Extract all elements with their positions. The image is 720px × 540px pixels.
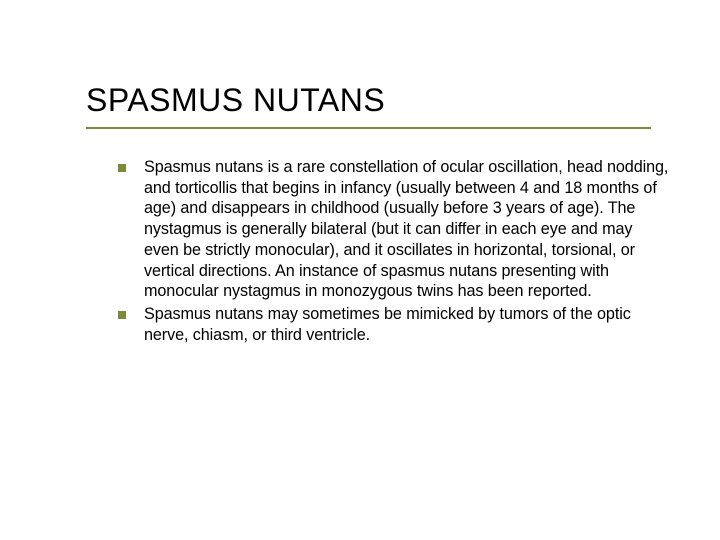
slide-container: SPASMUS NUTANS Spasmus nutans is a rare … bbox=[0, 0, 720, 540]
slide-title: SPASMUS NUTANS bbox=[86, 82, 670, 119]
square-bullet-icon bbox=[118, 164, 126, 172]
bullet-text: Spasmus nutans may sometimes be mimicked… bbox=[144, 304, 670, 345]
list-item: Spasmus nutans is a rare constellation o… bbox=[118, 157, 670, 302]
list-item: Spasmus nutans may sometimes be mimicked… bbox=[118, 304, 670, 345]
bullet-text: Spasmus nutans is a rare constellation o… bbox=[144, 157, 670, 302]
square-bullet-icon bbox=[118, 311, 126, 319]
slide-content: Spasmus nutans is a rare constellation o… bbox=[86, 157, 670, 346]
title-underline bbox=[86, 127, 651, 129]
